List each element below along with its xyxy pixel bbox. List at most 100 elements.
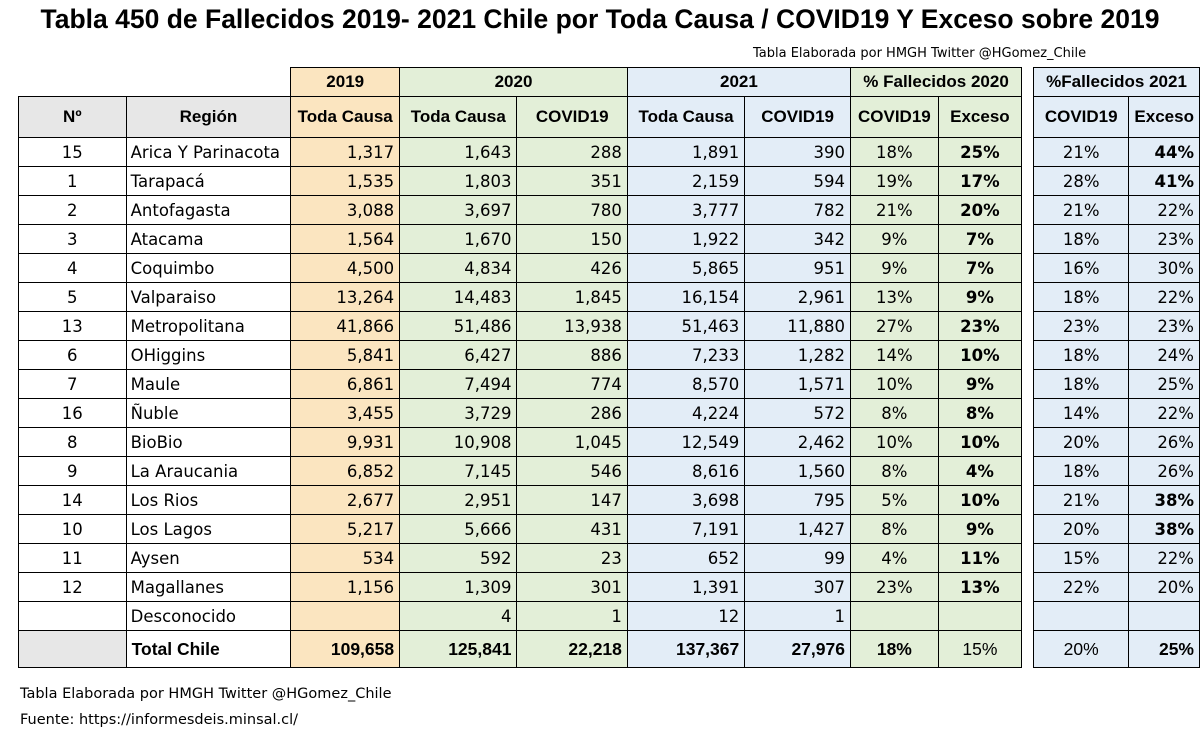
cell-t2021: 16,154: [626, 282, 746, 312]
cell-c2021: 390: [744, 137, 851, 167]
cell-c2021: 1,282: [744, 340, 851, 370]
cell-pc2021: 20%: [1033, 427, 1130, 457]
cell-pc2020: 14%: [849, 340, 939, 370]
cell-pe2021: 20%: [1128, 572, 1200, 602]
cell-t2021: 2,159: [626, 166, 746, 196]
cell-t2019: 1,535: [290, 166, 401, 196]
table-row: 4 Coquimbo 4,500 4,834 426 5,865 951 9% 7% 16% 30%: [18, 253, 1200, 283]
cell-pe2020: 11%: [937, 543, 1023, 573]
cell-c2020: 1: [516, 601, 628, 631]
cell-region: Los Rios: [125, 485, 292, 515]
total-label: Total Chile: [125, 630, 292, 668]
cell-pc2020: 5%: [849, 485, 939, 515]
cell-region: Desconocido: [125, 601, 292, 631]
column-header-row: Nº Región Toda Causa Toda Causa COVID19 …: [18, 96, 1200, 138]
cell-c2020: 774: [516, 369, 628, 399]
cell-num: 1: [18, 166, 127, 196]
cell-pc2020: 10%: [849, 427, 939, 457]
table-row: 13 Metropolitana 41,866 51,486 13,938 51,463 1…: [18, 311, 1200, 341]
cell-num: 8: [18, 427, 127, 457]
cell-num: 2: [18, 195, 127, 225]
cell-c2020: 1,845: [516, 282, 628, 312]
footer-credit: Tabla Elaborada por HMGH Twitter @HGomez…: [20, 686, 392, 702]
cell-pc2021: 21%: [1033, 195, 1130, 225]
cell-pc2021: 21%: [1033, 137, 1130, 167]
cell-t2019: 2,677: [290, 485, 401, 515]
cell-t2021: 1,891: [626, 137, 746, 167]
table-row: 12 Magallanes 1,156 1,309 301 1,391 307 23% 13% 2…: [18, 572, 1200, 602]
cell-t2021: 652: [626, 543, 746, 573]
cell-t2019: 1,317: [290, 137, 401, 167]
cell-pc2021: 21%: [1033, 485, 1130, 515]
cell-t2020: 7,494: [399, 369, 518, 399]
cell-t2019: 5,841: [290, 340, 401, 370]
cell-c2021: 1,560: [744, 456, 851, 486]
cell-region: Los Lagos: [125, 514, 292, 544]
cell-pc2020: 18%: [849, 137, 939, 167]
cell-region: Atacama: [125, 224, 292, 254]
cell-pc2020: 8%: [849, 398, 939, 428]
cell-pe2021: 41%: [1128, 166, 1200, 196]
table-row: 10 Los Lagos 5,217 5,666 431 7,191 1,427 8% 9% 20…: [18, 514, 1200, 544]
cell-pc2020: 13%: [849, 282, 939, 312]
cell-pc2021: 14%: [1033, 398, 1130, 428]
cell-pc2021: 18%: [1033, 340, 1130, 370]
total-pe2021: 25%: [1128, 630, 1200, 668]
credit-top: Tabla Elaborada por HMGH Twitter @HGomez…: [753, 46, 1087, 61]
col-total-2021: Toda Causa: [626, 96, 746, 138]
cell-t2021: 8,616: [626, 456, 746, 486]
cell-t2020: 1,803: [399, 166, 518, 196]
cell-t2021: 3,698: [626, 485, 746, 515]
col-region: Región: [125, 96, 292, 138]
cell-t2020: 1,309: [399, 572, 518, 602]
group-pct-2020: % Fallecidos 2020: [849, 67, 1023, 97]
cell-t2020: 6,427: [399, 340, 518, 370]
table-row: 14 Los Rios 2,677 2,951 147 3,698 795 5% 10% 21% 3…: [18, 485, 1200, 515]
cell-c2020: 1,045: [516, 427, 628, 457]
col-num: Nº: [18, 96, 127, 138]
cell-pe2021: [1128, 601, 1200, 631]
cell-pe2021: 38%: [1128, 514, 1200, 544]
cell-pc2020: 8%: [849, 514, 939, 544]
cell-num: 16: [18, 398, 127, 428]
group-2020: 2020: [399, 67, 628, 97]
cell-t2021: 5,865: [626, 253, 746, 283]
cell-pe2021: 22%: [1128, 195, 1200, 225]
cell-pc2020: 9%: [849, 253, 939, 283]
cell-t2020: 1,643: [399, 137, 518, 167]
col-total-2020: Toda Causa: [399, 96, 518, 138]
cell-c2020: 426: [516, 253, 628, 283]
table-row: 3 Atacama 1,564 1,670 150 1,922 342 9% 7% 18% 23%: [18, 224, 1200, 254]
col-covid-2021: COVID19: [744, 96, 851, 138]
cell-pc2021: [1033, 601, 1130, 631]
cell-region: Aysen: [125, 543, 292, 573]
cell-t2020: 7,145: [399, 456, 518, 486]
cell-t2020: 3,697: [399, 195, 518, 225]
cell-t2021: 1,391: [626, 572, 746, 602]
total-t2021: 137,367: [626, 630, 746, 668]
cell-c2020: 23: [516, 543, 628, 573]
cell-region: Coquimbo: [125, 253, 292, 283]
cell-pe2020: 9%: [937, 369, 1023, 399]
cell-num: 13: [18, 311, 127, 341]
cell-pc2021: 28%: [1033, 166, 1130, 196]
cell-t2021: 7,191: [626, 514, 746, 544]
group-2019: 2019: [290, 67, 401, 97]
cell-t2020: 3,729: [399, 398, 518, 428]
cell-pe2020: 17%: [937, 166, 1023, 196]
cell-pe2020: 10%: [937, 340, 1023, 370]
cell-c2021: 795: [744, 485, 851, 515]
deaths-table: 2019 2020 2021 % Fallecidos 2020 %Fallec…: [18, 67, 1200, 668]
cell-region: BioBio: [125, 427, 292, 457]
cell-pc2021: 22%: [1033, 572, 1130, 602]
cell-t2019: 1,156: [290, 572, 401, 602]
cell-num: 5: [18, 282, 127, 312]
cell-t2019: 5,217: [290, 514, 401, 544]
cell-pc2021: 18%: [1033, 224, 1130, 254]
group-pct-2021: %Fallecidos 2021: [1033, 67, 1200, 97]
total-t2019: 109,658: [290, 630, 401, 668]
cell-c2021: 1: [744, 601, 851, 631]
cell-pe2020: 23%: [937, 311, 1023, 341]
cell-t2020: 10,908: [399, 427, 518, 457]
cell-c2020: 546: [516, 456, 628, 486]
